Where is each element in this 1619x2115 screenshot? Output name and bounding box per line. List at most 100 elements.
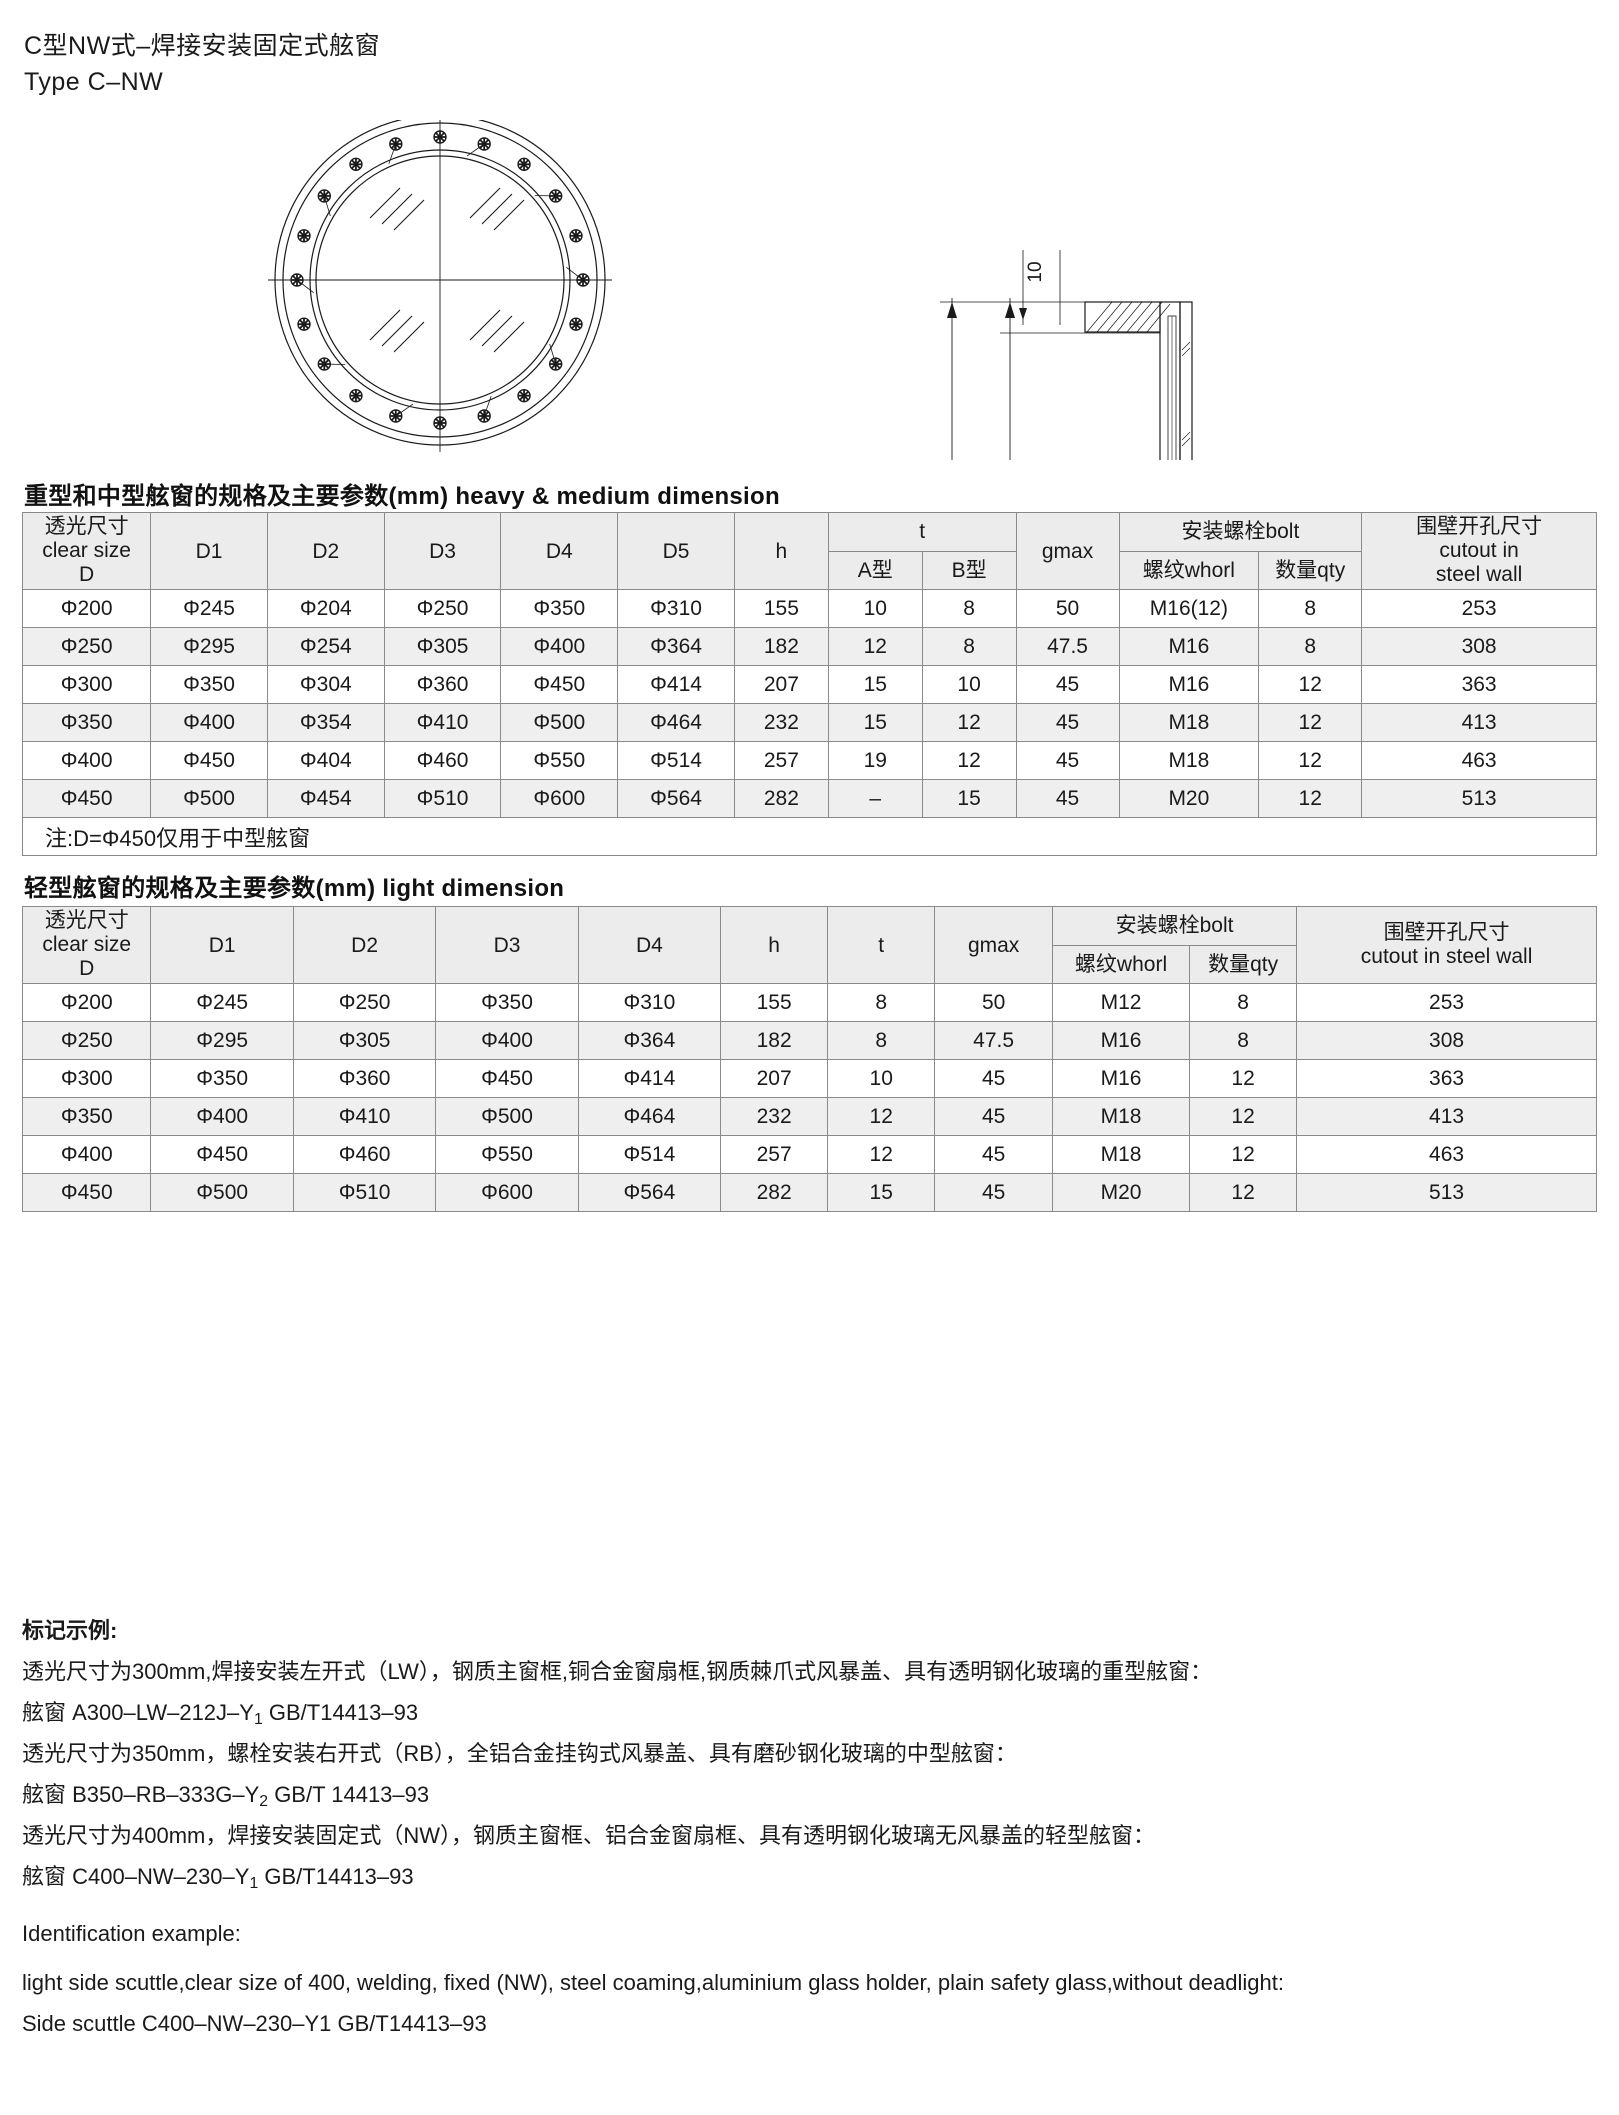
light-dimension-table: 透光尺寸 clear size D D1 D2 D3 D4 h t gmax 安… <box>21 905 1597 1213</box>
cell: 463 <box>1361 741 1597 781</box>
cell: M16 <box>1051 1021 1191 1061</box>
table-note-row: 注:D=Φ450仅用于中型舷窗 <box>22 817 1597 857</box>
cell: Φ404 <box>266 741 385 781</box>
cell: Φ350 <box>21 703 152 743</box>
header-h: h <box>720 905 829 985</box>
cell: M18 <box>1051 1135 1191 1175</box>
cell: 182 <box>720 1021 829 1061</box>
cell: Φ564 <box>577 1173 722 1213</box>
drawing-svg: 10 D3 D t <box>268 108 1193 669</box>
marking-code-1-prefix: 舷窗 A300–LW–212J–Y <box>22 1700 254 1725</box>
cell: M18 <box>1118 741 1260 781</box>
cell: M16 <box>1118 665 1260 705</box>
cell: Φ250 <box>21 627 152 667</box>
cell: 12 <box>827 627 923 667</box>
cell: 12 <box>1189 1173 1298 1213</box>
cell: 363 <box>1296 1059 1597 1099</box>
cell: Φ500 <box>500 703 619 743</box>
cell: Φ350 <box>150 665 268 705</box>
light-table-caption: 轻型舷窗的规格及主要参数(mm) light dimension <box>24 875 565 902</box>
cell: 12 <box>1258 779 1363 819</box>
cell: 12 <box>1258 741 1363 781</box>
header-bolt-qty: 数量qty <box>1258 550 1363 591</box>
cell: 45 <box>934 1173 1053 1213</box>
cell: 413 <box>1361 703 1597 743</box>
page-title-chinese: C型NW式–焊接安装固定式舷窗 <box>24 32 381 60</box>
cell: Φ510 <box>383 779 502 819</box>
cell: 282 <box>720 1173 829 1213</box>
cell: Φ460 <box>292 1135 437 1175</box>
cell: Φ450 <box>500 665 619 705</box>
cell: Φ450 <box>150 741 268 781</box>
cell: M20 <box>1118 779 1260 819</box>
cell: 8 <box>1258 589 1363 629</box>
identification-body: light side scuttle,clear size of 400, we… <box>22 1970 1284 1995</box>
table-row: Φ300 Φ350 Φ304 Φ360 Φ450 Φ414 207 15 10 … <box>21 665 1597 705</box>
cell: 45 <box>934 1059 1053 1099</box>
marking-line-3: 透光尺寸为400mm，焊接安装固定式（NW），钢质主窗框、铝合金窗扇框、具有透明… <box>22 1823 1156 1848</box>
cell: 15 <box>827 703 923 743</box>
cell: 47.5 <box>934 1021 1053 1061</box>
table-row: Φ250 Φ295 Φ305 Φ400 Φ364 182 8 47.5 M16 … <box>21 1021 1597 1061</box>
heavy-medium-table-body: Φ200 Φ245 Φ204 Φ250 Φ350 Φ310 155 10 8 5… <box>21 589 1597 857</box>
cell: Φ450 <box>21 1173 152 1213</box>
cell: 12 <box>921 703 1017 743</box>
cell: 8 <box>1258 627 1363 667</box>
table-row: Φ450 Φ500 Φ454 Φ510 Φ600 Φ564 282 – 15 4… <box>21 779 1597 819</box>
cell: Φ250 <box>383 589 502 629</box>
header-d3: D3 <box>435 905 579 985</box>
header-clear-size: 透光尺寸 clear size D <box>21 511 152 591</box>
cell: Φ350 <box>21 1097 152 1137</box>
cell: Φ514 <box>617 741 735 781</box>
cell: 232 <box>733 703 829 743</box>
cell: Φ400 <box>435 1021 579 1061</box>
header-cutout: 围壁开孔尺寸 cutout in steel wall <box>1361 511 1597 591</box>
marking-code-1: 舷窗 A300–LW–212J–Y1 GB/T14413–93 <box>22 1700 1592 1728</box>
marking-code-3: 舷窗 C400–NW–230–Y1 GB/T14413–93 <box>22 1866 1592 1892</box>
cell: 15 <box>827 1173 936 1213</box>
cell: 363 <box>1361 665 1597 705</box>
cell: 45 <box>934 1097 1053 1137</box>
cell: Φ364 <box>617 627 735 667</box>
cell: 19 <box>827 741 923 781</box>
cell: 15 <box>921 779 1017 819</box>
table-row: Φ300 Φ350 Φ360 Φ450 Φ414 207 10 45 M16 1… <box>21 1059 1597 1099</box>
cell: M12 <box>1051 983 1191 1023</box>
cell: Φ364 <box>577 1021 722 1061</box>
technical-drawing: 10 D3 D t <box>0 108 1619 669</box>
cell: Φ350 <box>150 1059 294 1099</box>
cell: 12 <box>827 1135 936 1175</box>
cell: Φ510 <box>292 1173 437 1213</box>
cell: 47.5 <box>1015 627 1120 667</box>
cell: Φ250 <box>292 983 437 1023</box>
table-row: Φ400 Φ450 Φ460 Φ550 Φ514 257 12 45 M18 1… <box>21 1135 1597 1175</box>
cell: 12 <box>1189 1135 1298 1175</box>
cell: 12 <box>1189 1059 1298 1099</box>
cell: Φ400 <box>150 703 268 743</box>
table-header-row-1: 透光尺寸 clear size D D1 D2 D3 D4 h t gmax 安… <box>21 905 1597 985</box>
table-row: Φ200 Φ245 Φ250 Φ350 Φ310 155 8 50 M12 8 … <box>21 983 1597 1023</box>
cell: Φ414 <box>617 665 735 705</box>
cell: M18 <box>1051 1097 1191 1137</box>
cell: Φ300 <box>21 665 152 705</box>
cell: 45 <box>1015 779 1120 819</box>
cell: 308 <box>1361 627 1597 667</box>
table-header-row-1: 透光尺寸 clear size D D1 D2 D3 D4 D5 h t gma… <box>21 511 1597 591</box>
cell: Φ400 <box>21 1135 152 1175</box>
cell: Φ410 <box>383 703 502 743</box>
marking-code-1-suffix: GB/T14413–93 <box>262 1700 419 1725</box>
cell: 155 <box>720 983 829 1023</box>
cell: 8 <box>827 1021 936 1061</box>
section-view <box>940 250 1193 669</box>
cell: Φ310 <box>617 589 735 629</box>
cell: 12 <box>921 741 1017 781</box>
table-row: Φ350 Φ400 Φ410 Φ500 Φ464 232 12 45 M18 1… <box>21 1097 1597 1137</box>
cell: Φ500 <box>435 1097 579 1137</box>
cell: Φ305 <box>292 1021 437 1061</box>
cell: Φ600 <box>435 1173 579 1213</box>
cell: Φ514 <box>577 1135 722 1175</box>
cell: 50 <box>1015 589 1120 629</box>
cell: 155 <box>733 589 829 629</box>
cell: Φ200 <box>21 983 152 1023</box>
